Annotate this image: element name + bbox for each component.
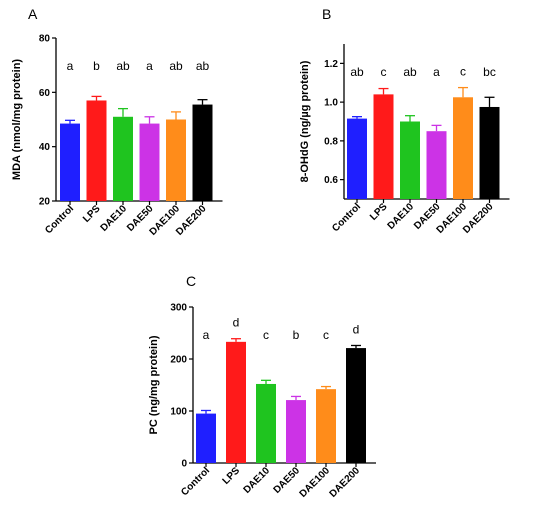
category-label: Control	[43, 203, 76, 236]
panel-letter: B	[322, 6, 331, 22]
y-tick-label: 80	[39, 34, 51, 45]
bar-dae200	[479, 106, 500, 199]
bar-control	[347, 118, 367, 199]
y-tick-label: 20	[39, 197, 51, 208]
bar-control	[60, 123, 80, 201]
significance-label: c	[381, 65, 387, 79]
category-label: LPS	[368, 201, 390, 223]
y-tick-label: 0.8	[324, 136, 338, 147]
chart-panel-c: C 0 100 200 300 PC (ng/mg protein) a Control d LP…	[148, 273, 376, 500]
bar-dae100	[453, 97, 473, 199]
significance-label: c	[460, 65, 466, 79]
y-tick-label: 0	[181, 459, 187, 470]
y-tick-label: 40	[39, 142, 51, 153]
category-label: DAE200	[461, 201, 496, 236]
bar-dae100	[166, 119, 186, 201]
category-label: DAE10	[99, 203, 130, 234]
bar-lps	[373, 94, 394, 199]
y-axis-label: PC (ng/mg protein)	[148, 335, 160, 434]
category-label: DAE200	[174, 203, 209, 238]
y-tick-label: 200	[170, 355, 187, 366]
significance-label: ab	[350, 65, 364, 79]
bar-dae50	[426, 131, 447, 199]
chart-panel-a: A 20 40 60 80 MDA (nmol/mg protein) a Control b L…	[11, 6, 223, 238]
category-label: Control	[179, 465, 212, 498]
significance-label: ab	[169, 59, 183, 73]
y-axis-label: MDA (nmol/mg protein)	[11, 59, 23, 181]
panel-letter: A	[28, 6, 38, 22]
significance-label: b	[93, 59, 100, 73]
panel-letter: C	[186, 273, 196, 289]
bar-dae10	[400, 121, 420, 199]
chart-panel-b: B 0.6 0.8 1.0 1.2 8-OHdG (ng/µg protein) ab Con…	[299, 6, 510, 236]
bar-dae100	[316, 389, 336, 463]
y-tick-label: 100	[170, 407, 187, 418]
category-label: DAE100	[298, 465, 333, 500]
bar-dae50	[286, 400, 306, 463]
bar-dae200	[346, 348, 366, 463]
significance-label: a	[67, 59, 74, 73]
y-axis-label: 8-OHdG (ng/µg protein)	[299, 60, 311, 182]
bar-lps	[226, 341, 246, 463]
significance-label: a	[146, 59, 153, 73]
category-label: DAE10	[386, 201, 417, 232]
y-tick-label: 60	[39, 88, 51, 99]
significance-label: b	[293, 328, 300, 342]
category-label: Control	[330, 201, 363, 234]
y-tick-label: 1.2	[324, 59, 338, 70]
significance-label: a	[203, 328, 210, 342]
y-tick-label: 0.6	[324, 175, 338, 186]
category-label: LPS	[221, 465, 243, 487]
significance-label: c	[323, 328, 329, 342]
bar-dae200	[192, 104, 213, 201]
bar-lps	[86, 100, 107, 201]
category-label: LPS	[81, 203, 103, 225]
significance-label: ab	[403, 65, 417, 79]
significance-label: ab	[116, 59, 130, 73]
significance-label: ab	[196, 59, 210, 73]
bar-dae50	[139, 123, 160, 201]
significance-label: a	[433, 65, 440, 79]
bar-dae10	[113, 116, 133, 201]
category-label: DAE10	[242, 465, 273, 496]
bar-control	[196, 413, 216, 463]
significance-label: bc	[483, 65, 496, 79]
significance-label: d	[233, 316, 240, 330]
category-label: DAE200	[328, 465, 363, 500]
y-tick-label: 1.0	[324, 98, 338, 109]
significance-label: c	[263, 328, 269, 342]
significance-label: d	[353, 322, 360, 336]
y-tick-label: 300	[170, 303, 187, 314]
bar-dae10	[256, 383, 276, 463]
